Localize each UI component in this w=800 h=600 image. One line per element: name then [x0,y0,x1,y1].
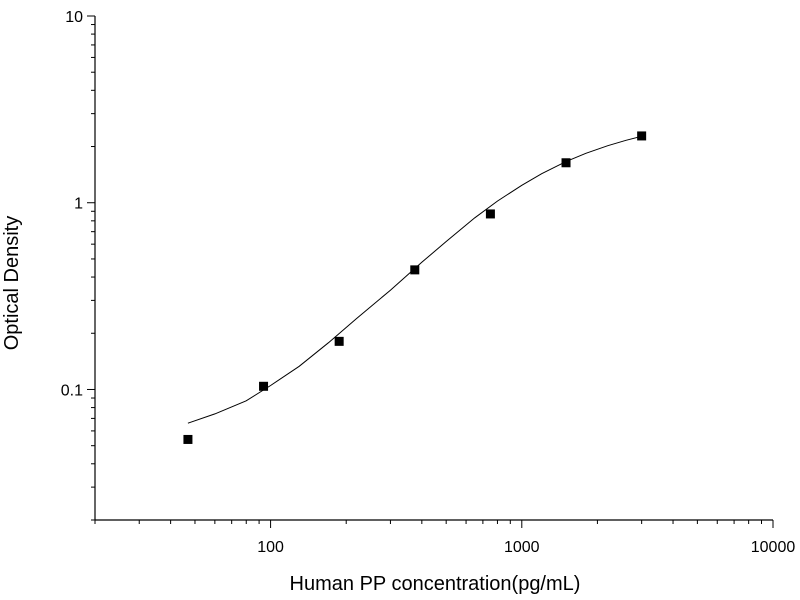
data-point [334,336,344,346]
data-points-layer [183,131,647,444]
y-axis: 0.1 1 10 [61,9,95,521]
x-tick-label: 10000 [751,539,796,556]
data-point [410,265,420,275]
data-point [485,209,495,219]
plot-area [94,16,773,521]
data-point [637,131,647,141]
y-tick-label: 1 [74,196,83,213]
data-point [183,434,193,444]
data-point [259,381,269,391]
fit-curve-layer [187,135,642,424]
x-tick-label: 100 [257,539,284,556]
x-axis-label: Human PP concentration(pg/mL) [290,573,581,595]
data-point [561,158,571,168]
x-tick-label: 1000 [504,539,540,556]
y-tick-label: 0.1 [61,382,83,399]
x-axis: 100 1000 10000 [94,520,796,556]
fit-curve-line [187,135,642,424]
y-axis-label: Optical Density [1,216,23,351]
y-tick-label: 10 [65,9,83,26]
